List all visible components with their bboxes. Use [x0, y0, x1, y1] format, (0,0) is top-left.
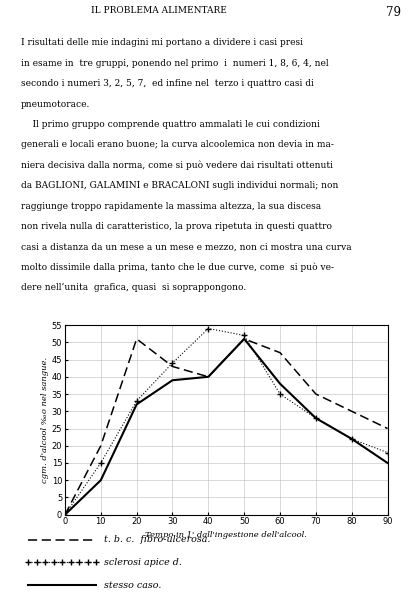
- Text: in esame in  tre gruppi, ponendo nel primo  i  numeri 1, 8, 6, 4, nel: in esame in tre gruppi, ponendo nel prim…: [21, 59, 328, 67]
- Text: generali e locali erano buone; la curva alcoolemica non devia in ma-: generali e locali erano buone; la curva …: [21, 140, 334, 149]
- X-axis label: Tempo in 1' dall'ingestione dell'alcool.: Tempo in 1' dall'ingestione dell'alcool.: [145, 530, 307, 539]
- Text: I risultati delle mie indagini mi portano a dividere i casi presi: I risultati delle mie indagini mi portan…: [21, 39, 303, 48]
- Text: casi a distanza da un mese a un mese e mezzo, non ci mostra una curva: casi a distanza da un mese a un mese e m…: [21, 243, 352, 252]
- Text: sclerosi apice d.: sclerosi apice d.: [104, 557, 182, 566]
- Text: dere nell’unita  grafica, quasi  si soprappongono.: dere nell’unita grafica, quasi si soprap…: [21, 284, 246, 293]
- Text: t. b. c.  fibro-ulcerosa.: t. b. c. fibro-ulcerosa.: [104, 535, 210, 544]
- Text: Il primo gruppo comprende quattro ammalati le cui condizioni: Il primo gruppo comprende quattro ammala…: [21, 120, 320, 129]
- Text: molto dissimile dalla prima, tanto che le due curve, come  si può ve-: molto dissimile dalla prima, tanto che l…: [21, 263, 334, 273]
- Text: pneumotorace.: pneumotorace.: [21, 99, 91, 108]
- Y-axis label: cgm. d'alcool ‰o nel sangue.: cgm. d'alcool ‰o nel sangue.: [41, 357, 49, 483]
- Text: secondo i numeri 3, 2, 5, 7,  ed infine nel  terzo i quattro casi di: secondo i numeri 3, 2, 5, 7, ed infine n…: [21, 79, 314, 88]
- Text: raggiunge troppo rapidamente la massima altezza, la sua discesa: raggiunge troppo rapidamente la massima …: [21, 202, 321, 211]
- Text: IL PROBLEMA ALIMENTARE: IL PROBLEMA ALIMENTARE: [91, 7, 227, 16]
- Text: non rivela nulla di caratteristico, la prova ripetuta in questi quattro: non rivela nulla di caratteristico, la p…: [21, 222, 332, 231]
- Text: da BAGLIONI, GALAMINI e BRACALONI sugli individui normali; non: da BAGLIONI, GALAMINI e BRACALONI sugli …: [21, 181, 338, 190]
- Text: niera decisiva dalla norma, come si può vedere dai risultati ottenuti: niera decisiva dalla norma, come si può …: [21, 161, 333, 170]
- Text: stesso caso.: stesso caso.: [104, 581, 161, 589]
- Text: 79: 79: [386, 7, 401, 19]
